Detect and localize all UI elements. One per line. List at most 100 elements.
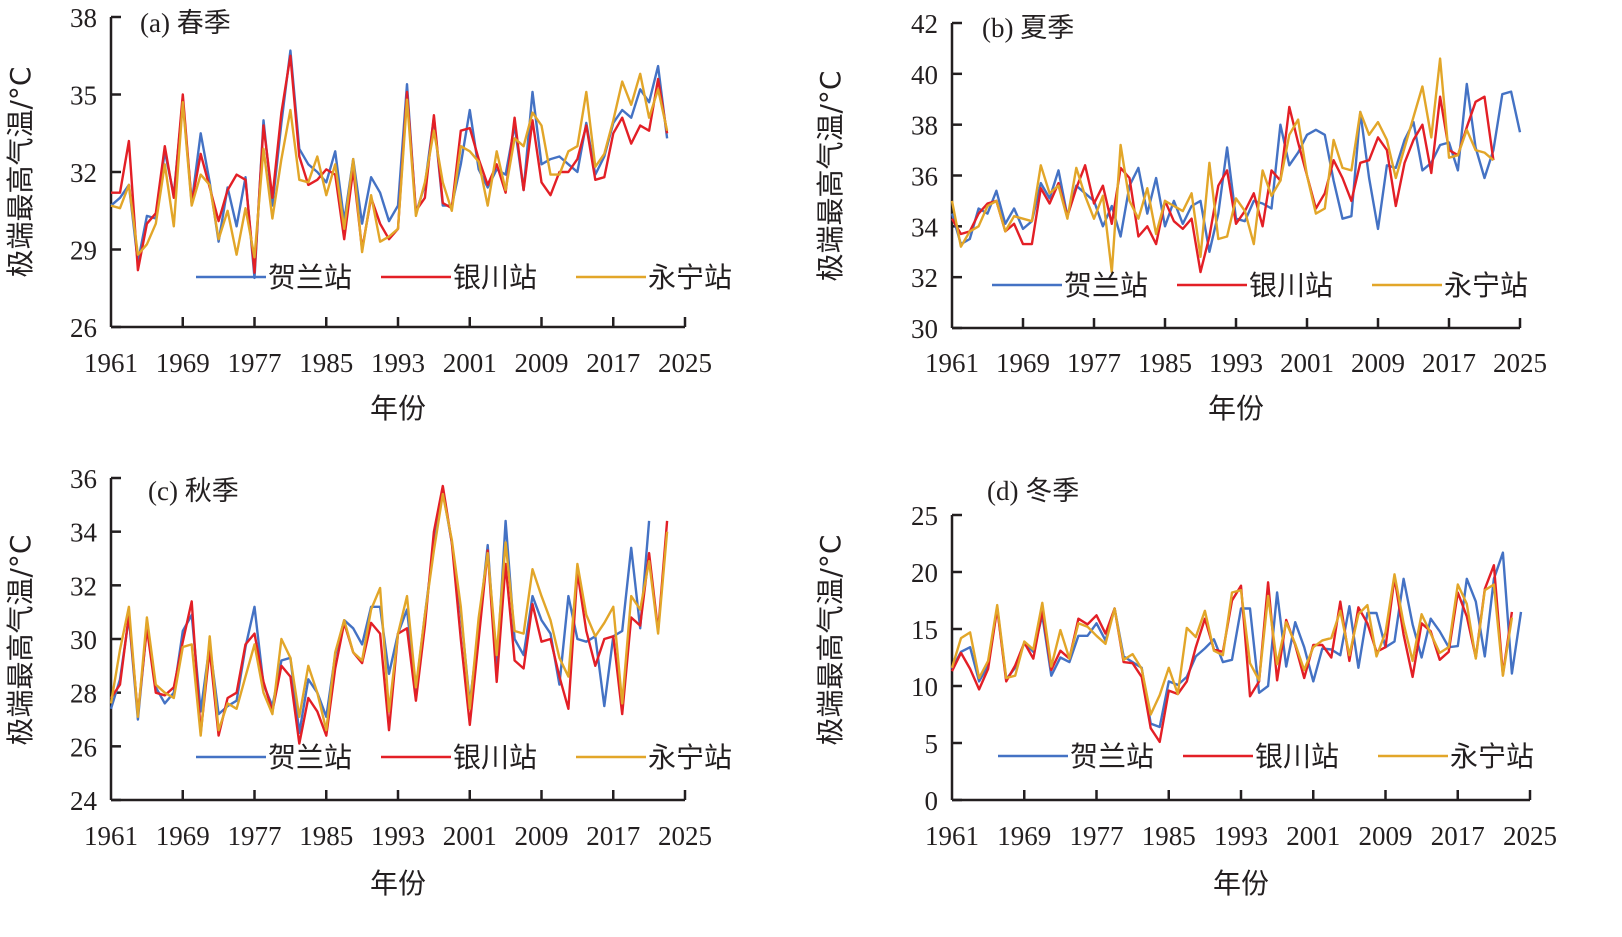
panel-title: (c) 秋季 — [148, 476, 239, 506]
y-tick-label: 26 — [70, 313, 97, 343]
x-axis-title: 年份 — [370, 867, 426, 900]
x-tick-label: 2025 — [1493, 348, 1547, 378]
y-tick-label: 0 — [925, 786, 939, 816]
x-tick-label: 1993 — [1214, 821, 1268, 851]
chart-panel-1: 26 29 32 35 38 1961 1969 1977 1985 1993 2001 2009 20… — [4, 3, 732, 425]
legend: 贺兰站 银川站 永宁站 — [196, 741, 732, 774]
x-tick-label: 1993 — [371, 348, 425, 378]
series-line-3 — [109, 492, 669, 737]
y-tick-label: 15 — [911, 615, 938, 645]
x-axis-title: 年份 — [1208, 392, 1264, 425]
x-tick-label: 1961 — [925, 821, 979, 851]
x-tick-label: 1985 — [1138, 348, 1192, 378]
series-line-3 — [110, 72, 669, 259]
legend: 贺兰站 银川站 永宁站 — [992, 269, 1528, 302]
x-tick-label: 1985 — [299, 821, 353, 851]
legend: 贺兰站 银川站 永宁站 — [998, 740, 1534, 773]
x-tick-label: 1985 — [1142, 821, 1196, 851]
x-tick-label: 2025 — [658, 348, 712, 378]
y-tick-label: 32 — [911, 263, 938, 293]
y-tick-label: 38 — [70, 3, 97, 33]
y-tick-label: 38 — [911, 111, 938, 141]
x-tick-label: 2009 — [515, 821, 569, 851]
legend-label: 贺兰站 — [268, 261, 352, 294]
series-line-1 — [110, 49, 669, 280]
y-tick-label: 26 — [70, 732, 97, 762]
y-tick-label: 30 — [911, 314, 938, 344]
x-tick-label: 2001 — [443, 821, 497, 851]
y-tick-label: 35 — [70, 81, 97, 111]
y-tick-label: 42 — [911, 9, 938, 39]
y-tick-label: 20 — [911, 558, 938, 588]
series-line-1 — [109, 490, 651, 735]
legend-label: 银川站 — [453, 741, 537, 774]
legend-label: 银川站 — [453, 261, 537, 294]
x-tick-label: 2001 — [443, 348, 497, 378]
x-tick-label: 2017 — [586, 348, 640, 378]
y-tick-label: 32 — [70, 571, 97, 601]
x-tick-label: 1961 — [925, 348, 979, 378]
x-tick-label: 1961 — [84, 821, 138, 851]
chart-panel-2: 30 32 34 36 38 40 42 1961 1969 1977 1985 1993 2001 20… — [814, 9, 1547, 425]
legend-label: 贺兰站 — [1064, 269, 1148, 302]
y-tick-label: 36 — [70, 464, 97, 494]
x-axis-title: 年份 — [370, 392, 426, 425]
legend-label: 永宁站 — [648, 261, 732, 294]
panel-title: (a) 春季 — [140, 8, 231, 38]
y-tick-label: 28 — [70, 679, 97, 709]
x-tick-label: 1977 — [1070, 821, 1124, 851]
y-tick-label: 10 — [911, 672, 938, 702]
x-tick-label: 1969 — [156, 821, 210, 851]
x-tick-label: 2017 — [586, 821, 640, 851]
y-tick-label: 40 — [911, 60, 938, 90]
x-tick-label: 1961 — [84, 348, 138, 378]
x-tick-label: 1977 — [1067, 348, 1121, 378]
y-tick-label: 36 — [911, 162, 938, 192]
x-tick-label: 1985 — [299, 348, 353, 378]
y-axis-title: 极端最高气温/°C — [814, 71, 847, 282]
x-axis-title: 年份 — [1213, 867, 1269, 900]
y-tick-label: 34 — [70, 518, 98, 548]
legend-label: 贺兰站 — [1070, 740, 1154, 773]
legend-label: 永宁站 — [1444, 269, 1528, 302]
y-tick-label: 30 — [70, 625, 97, 655]
legend-label: 永宁站 — [648, 741, 732, 774]
y-tick-label: 5 — [925, 729, 939, 759]
x-tick-label: 1969 — [156, 348, 210, 378]
x-tick-label: 2009 — [515, 348, 569, 378]
x-tick-label: 2009 — [1359, 821, 1413, 851]
legend-label: 银川站 — [1249, 269, 1333, 302]
y-tick-label: 34 — [911, 212, 939, 242]
legend-label: 贺兰站 — [268, 741, 352, 774]
x-tick-label: 2001 — [1286, 821, 1340, 851]
series-line-2 — [111, 54, 669, 274]
legend: 贺兰站 银川站 永宁站 — [196, 261, 732, 294]
y-tick-label: 32 — [70, 158, 97, 188]
chart-panel-3: 24 26 28 30 32 34 36 1961 1969 1977 1985 1993 2001 20… — [4, 464, 732, 900]
x-tick-label: 1977 — [228, 348, 282, 378]
series-line-3 — [950, 57, 1495, 274]
legend-label: 银川站 — [1255, 740, 1339, 773]
x-tick-label: 2025 — [658, 821, 712, 851]
x-tick-label: 2025 — [1503, 821, 1557, 851]
y-axis-title: 极端最高气温/°C — [4, 67, 37, 278]
x-tick-label: 1969 — [997, 821, 1051, 851]
legend-label: 永宁站 — [1450, 740, 1534, 773]
series-line-2 — [950, 95, 1495, 274]
x-tick-label: 2017 — [1422, 348, 1476, 378]
panel-title: (b) 夏季 — [982, 13, 1074, 43]
y-tick-label: 29 — [70, 236, 97, 266]
x-tick-label: 1969 — [996, 348, 1050, 378]
y-tick-label: 25 — [911, 501, 938, 531]
y-axis-title: 极端最高气温/°C — [4, 535, 37, 746]
x-tick-label: 1993 — [371, 821, 425, 851]
y-axis-title: 极端最高气温/°C — [814, 535, 847, 746]
x-tick-label: 2009 — [1351, 348, 1405, 378]
x-tick-label: 2001 — [1280, 348, 1334, 378]
x-tick-label: 2017 — [1431, 821, 1485, 851]
panel-title: (d) 冬季 — [987, 476, 1079, 506]
x-tick-label: 1977 — [228, 821, 282, 851]
y-tick-label: 24 — [70, 786, 98, 816]
